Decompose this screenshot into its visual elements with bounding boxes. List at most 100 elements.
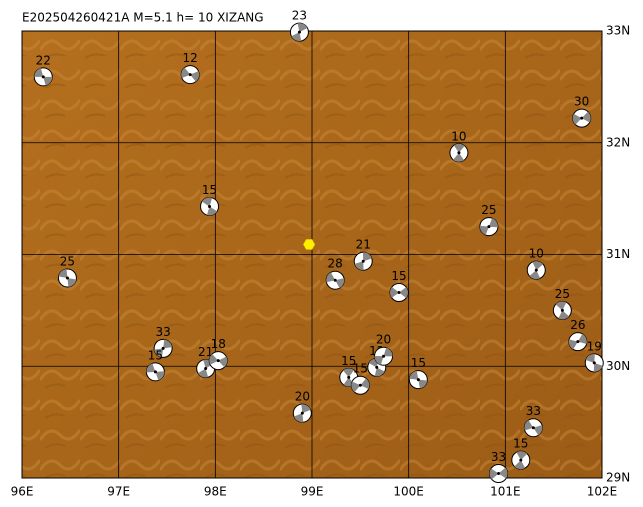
beachball-quadrant: [374, 367, 385, 377]
beachball-center: [41, 75, 45, 79]
beachball-center: [375, 365, 379, 369]
beachball-center: [519, 458, 523, 462]
depth-label: 10: [529, 247, 544, 261]
focal-mechanism: [511, 450, 531, 470]
beachball-quadrant: [453, 143, 465, 153]
beachball-center: [161, 346, 165, 350]
beachball-quadrant: [577, 333, 587, 344]
beachball-quadrant: [218, 356, 228, 368]
beachball-quadrant: [206, 206, 218, 216]
beachball-quadrant: [360, 378, 370, 389]
beachball-quadrant: [181, 67, 191, 79]
depth-label: 15: [202, 183, 217, 197]
beachball-quadrant: [43, 76, 53, 86]
beachball-quadrant: [514, 460, 526, 470]
beachball-quadrant: [418, 379, 428, 389]
focal-mechanism: [523, 418, 543, 438]
depth-label: 21: [198, 345, 213, 359]
focal-mechanism: [350, 375, 370, 395]
beachball-quadrant: [354, 261, 364, 271]
focal-mechanism: [389, 282, 409, 302]
beachball-quadrant: [529, 270, 541, 280]
depth-label: 25: [481, 203, 496, 217]
beachball-center: [416, 378, 420, 382]
beachball-quadrant: [293, 413, 304, 423]
depth-label: 30: [574, 95, 589, 109]
y-tick-label: 31N: [606, 247, 630, 261]
beachball-quadrant: [568, 339, 578, 350]
y-tick-label: 33N: [606, 24, 630, 38]
focal-mechanism: [552, 300, 572, 320]
beachball-quadrant: [533, 424, 543, 436]
depth-label: 15: [513, 437, 528, 451]
map-title: E202504260421A M=5.1 h= 10 XIZANG: [22, 11, 264, 25]
depth-label: 23: [292, 9, 307, 23]
beachball-center: [531, 426, 535, 430]
beachball-center: [560, 308, 564, 312]
epicenter: [302, 238, 316, 250]
depth-label: 15: [341, 354, 356, 368]
beachball-quadrant: [343, 368, 355, 378]
beachball-quadrant: [154, 348, 164, 358]
depth-label: 33: [155, 325, 170, 339]
beachball-quadrant: [593, 362, 603, 372]
beachball-quadrant: [146, 363, 156, 373]
focal-mechanism: [145, 362, 165, 382]
depth-label: 15: [411, 356, 426, 370]
x-tick-label: 102E: [587, 485, 618, 499]
beachball-quadrant: [291, 32, 302, 42]
beachball-center: [580, 116, 584, 120]
beachball-center: [333, 278, 337, 282]
y-tick-label: 32N: [606, 135, 630, 149]
beachball-center: [358, 383, 362, 387]
x-tick-label: 98E: [204, 485, 227, 499]
beachball-center: [457, 151, 461, 155]
focal-mechanism: [33, 67, 53, 87]
x-tick-label: 100E: [393, 485, 424, 499]
depth-label: 15: [148, 348, 163, 362]
beachball-quadrant: [67, 277, 77, 287]
beachball-center: [576, 340, 580, 344]
depth-label: 10: [451, 129, 466, 143]
focal-mechanism: [568, 332, 588, 352]
beachball-quadrant: [301, 404, 311, 414]
beachball-quadrant: [399, 287, 408, 299]
beachball-center: [216, 359, 220, 363]
beachball-quadrant: [201, 197, 213, 207]
beachball-quadrant: [453, 152, 465, 162]
focal-mechanism: [526, 260, 546, 280]
depth-label: 20: [376, 333, 391, 347]
beachball-quadrant: [524, 420, 534, 431]
focal-mechanism: [208, 351, 228, 371]
beachball-center: [382, 354, 386, 358]
beachball-quadrant: [155, 371, 165, 381]
beachball-center: [497, 472, 501, 476]
x-tick-label: 99E: [301, 485, 324, 499]
depth-label: 20: [295, 390, 310, 404]
focal-mechanism: [353, 251, 373, 271]
beachball-quadrant: [190, 71, 200, 82]
beachball-quadrant: [409, 370, 419, 380]
beachball-quadrant: [163, 339, 173, 349]
beachball-quadrant: [351, 381, 361, 393]
depth-label: 25: [555, 287, 570, 301]
depth-label: 15: [353, 362, 368, 376]
beachball-center: [361, 259, 365, 263]
depth-label: 25: [60, 254, 75, 268]
beachball-center: [204, 366, 208, 370]
beachball-quadrant: [572, 113, 582, 125]
beachball-center: [487, 225, 491, 229]
focal-mechanism: [572, 108, 592, 128]
x-tick-label: 97E: [107, 485, 130, 499]
beachball-quadrant: [558, 310, 570, 320]
depth-label: 21: [356, 238, 371, 252]
beachball-quadrant: [532, 261, 544, 271]
beachball-center: [65, 276, 69, 280]
beachball-quadrant: [374, 355, 384, 365]
y-tick-label: 29N: [606, 471, 630, 485]
focal-mechanism: [153, 338, 173, 358]
x-tick-label: 96E: [11, 485, 34, 499]
y-tick-label: 30N: [606, 359, 630, 373]
beachball-center: [153, 370, 157, 374]
